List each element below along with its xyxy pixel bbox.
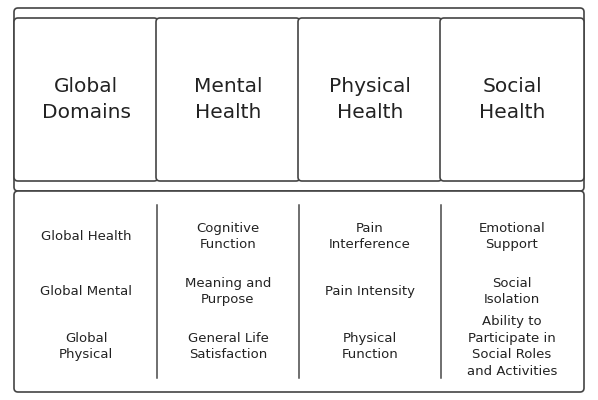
Text: Pain Intensity: Pain Intensity [325,285,415,298]
Text: Social
Isolation: Social Isolation [484,277,540,306]
Text: Global Mental: Global Mental [40,285,132,298]
Text: Physical
Health: Physical Health [329,78,411,122]
Text: Emotional
Support: Emotional Support [478,222,545,251]
Text: General Life
Satisfaction: General Life Satisfaction [188,332,269,361]
FancyBboxPatch shape [14,8,584,191]
Text: Ability to
Participate in
Social Roles
and Activities: Ability to Participate in Social Roles a… [467,315,557,378]
Text: Cognitive
Function: Cognitive Function [196,222,260,251]
Text: Mental
Health: Mental Health [194,78,263,122]
FancyBboxPatch shape [14,18,158,181]
Text: Global
Domains: Global Domains [41,78,130,122]
FancyBboxPatch shape [14,191,584,392]
Text: Global
Physical: Global Physical [59,332,113,361]
FancyBboxPatch shape [440,18,584,181]
FancyBboxPatch shape [298,18,442,181]
Text: Pain
Interference: Pain Interference [329,222,411,251]
Text: Social
Health: Social Health [479,78,545,122]
FancyBboxPatch shape [156,18,300,181]
Text: Meaning and
Purpose: Meaning and Purpose [185,277,271,306]
Text: Global Health: Global Health [41,230,131,243]
Text: Physical
Function: Physical Function [341,332,398,361]
